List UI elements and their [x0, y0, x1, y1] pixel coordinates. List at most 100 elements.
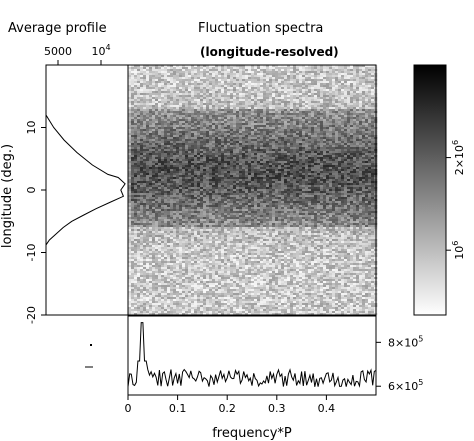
- heatmap-cell: [317, 135, 321, 138]
- heatmap-cell: [290, 145, 294, 148]
- heatmap-cell: [152, 167, 156, 170]
- heatmap-cell: [302, 161, 306, 164]
- heatmap-cell: [284, 91, 288, 94]
- heatmap-cell: [206, 97, 210, 100]
- heatmap-cell: [266, 181, 270, 184]
- heatmap-cell: [278, 75, 282, 78]
- heatmap-cell: [371, 111, 375, 114]
- heatmap-cell: [248, 135, 252, 138]
- heatmap-cell: [128, 109, 132, 112]
- heatmap-cell: [146, 99, 150, 102]
- heatmap-cell: [140, 81, 144, 84]
- heatmap-cell: [341, 65, 345, 68]
- heatmap-cell: [185, 177, 189, 180]
- heatmap-cell: [191, 157, 195, 160]
- heatmap-cell: [314, 99, 318, 102]
- heatmap-cell: [329, 161, 333, 164]
- heatmap-cell: [170, 107, 174, 110]
- heatmap-cell: [311, 171, 315, 174]
- heatmap-cell: [269, 109, 273, 112]
- heatmap-cell: [332, 67, 336, 70]
- heatmap-cell: [134, 169, 138, 172]
- heatmap-cell: [257, 159, 261, 162]
- heatmap-cell: [284, 141, 288, 144]
- heatmap-cell: [347, 87, 351, 90]
- heatmap-cell: [353, 107, 357, 110]
- heatmap-cell: [314, 79, 318, 82]
- heatmap-cell: [323, 73, 327, 76]
- heatmap-cell: [365, 69, 369, 72]
- heatmap-cell: [242, 137, 246, 140]
- heatmap-cell: [287, 181, 291, 184]
- heatmap-cell: [314, 171, 318, 174]
- heatmap-cell: [260, 117, 264, 120]
- heatmap-cell: [212, 171, 216, 174]
- heatmap-cell: [341, 85, 345, 88]
- heatmap-cell: [212, 141, 216, 144]
- heatmap-cell: [338, 75, 342, 78]
- heatmap-cell: [224, 173, 228, 176]
- heatmap-cell: [212, 73, 216, 76]
- heatmap-cell: [215, 143, 219, 146]
- heatmap-cell: [227, 127, 231, 130]
- heatmap-cell: [242, 93, 246, 96]
- heatmap-cell: [155, 89, 159, 92]
- heatmap-cell: [161, 175, 165, 178]
- heatmap-cell: [215, 111, 219, 114]
- heatmap-cell: [161, 167, 165, 170]
- heatmap-cell: [341, 175, 345, 178]
- heatmap-cell: [326, 119, 330, 122]
- heatmap-cell: [134, 75, 138, 78]
- heatmap-cell: [188, 105, 192, 108]
- heatmap-cell: [323, 173, 327, 176]
- heatmap-cell: [143, 93, 147, 96]
- heatmap-cell: [284, 105, 288, 108]
- heatmap-cell: [131, 143, 135, 146]
- heatmap-cell: [323, 141, 327, 144]
- heatmap-cell: [161, 103, 165, 106]
- heatmap-cell: [179, 183, 183, 186]
- heatmap-cell: [206, 145, 210, 148]
- heatmap-cell: [308, 161, 312, 164]
- heatmap-cell: [206, 115, 210, 118]
- heatmap-cell: [359, 165, 363, 168]
- heatmap-cell: [260, 155, 264, 158]
- heatmap-cell: [347, 179, 351, 182]
- heatmap-cell: [263, 107, 267, 110]
- heatmap-cell: [266, 141, 270, 144]
- heatmap-cell: [197, 183, 201, 186]
- heatmap-cell: [302, 133, 306, 136]
- heatmap-cell: [179, 115, 183, 118]
- heatmap-cell: [293, 151, 297, 154]
- heatmap-cell: [329, 135, 333, 138]
- heatmap-cell: [134, 173, 138, 176]
- heatmap-cell: [146, 131, 150, 134]
- heatmap-cell: [134, 129, 138, 132]
- heatmap-cell: [218, 175, 222, 178]
- heatmap-cell: [158, 93, 162, 96]
- heatmap-cell: [218, 99, 222, 102]
- heatmap-cell: [296, 177, 300, 180]
- heatmap-cell: [179, 91, 183, 94]
- heatmap-cell: [152, 97, 156, 100]
- heatmap-cell: [341, 127, 345, 130]
- heatmap-cell: [164, 179, 168, 182]
- heatmap-cell: [290, 85, 294, 88]
- heatmap-cell: [200, 157, 204, 160]
- heatmap-cell: [362, 71, 366, 74]
- heatmap-cell: [188, 131, 192, 134]
- heatmap-cell: [317, 167, 321, 170]
- heatmap-cell: [323, 71, 327, 74]
- heatmap-cell: [290, 155, 294, 158]
- heatmap-cell: [347, 121, 351, 124]
- heatmap-cell: [194, 163, 198, 166]
- heatmap-cell: [350, 113, 354, 116]
- heatmap-cell: [350, 151, 354, 154]
- heatmap-cell: [146, 113, 150, 116]
- heatmap-cell: [350, 129, 354, 132]
- heatmap-cell: [272, 145, 276, 148]
- heatmap-cell: [335, 171, 339, 174]
- heatmap-cell: [317, 177, 321, 180]
- heatmap-cell: [347, 73, 351, 76]
- heatmap-cell: [299, 143, 303, 146]
